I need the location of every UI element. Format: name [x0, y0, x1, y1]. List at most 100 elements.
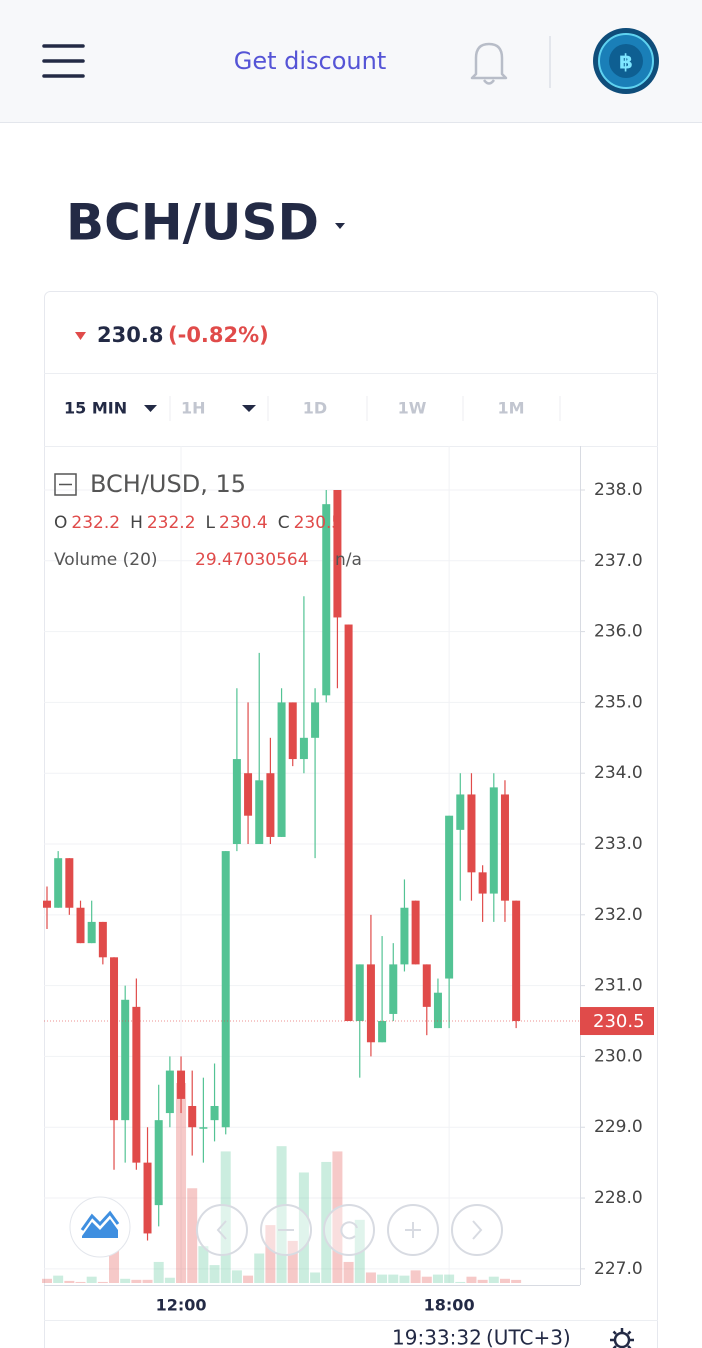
candle-body [378, 1021, 387, 1043]
volume-bar [444, 1274, 455, 1283]
candle-body [65, 858, 74, 908]
candle-body [366, 964, 375, 1043]
volume-bar [421, 1276, 432, 1283]
candle-body [299, 737, 308, 760]
x-tick-label: 18:00 [424, 1296, 475, 1315]
candle-body [355, 964, 364, 1022]
volume-legend-value: 29.47030564 [195, 550, 309, 570]
volume-bar [97, 1281, 108, 1283]
legend-key: O [54, 513, 67, 533]
candle-body [121, 999, 130, 1121]
legend-value: 230.4 [219, 513, 268, 533]
volume-ma-value: n/a [335, 550, 362, 570]
volume-legend-label: Volume (20) [54, 550, 158, 570]
candle-body [210, 1105, 219, 1121]
candle-body [177, 1070, 186, 1099]
timeframe-option[interactable]: 1H [181, 399, 206, 418]
avatar[interactable]: ฿ [593, 28, 659, 94]
y-tick-label: 231.0 [594, 976, 643, 996]
volume-bar [109, 1240, 120, 1283]
volume-bar [466, 1276, 477, 1283]
candle-body [512, 900, 521, 1022]
volume-bar [511, 1279, 522, 1283]
volume-bar [176, 1083, 187, 1283]
y-tick-label: 232.0 [594, 905, 643, 925]
volume-bar [198, 1246, 209, 1283]
y-tick-label: 234.0 [594, 763, 643, 783]
timeframe-option[interactable]: 15 MIN [64, 399, 127, 418]
volume-bar [365, 1272, 376, 1283]
volume-bar [131, 1279, 142, 1283]
legend-value: 232.2 [71, 513, 120, 533]
candle-body [456, 794, 465, 830]
volume-bar [477, 1279, 488, 1283]
volume-bar [220, 1151, 231, 1283]
volume-bar [120, 1278, 131, 1283]
collapse-legend[interactable] [54, 473, 77, 496]
candle-body [311, 702, 320, 738]
volume-bar [142, 1279, 153, 1283]
volume-bar [265, 1225, 276, 1283]
candle-body [244, 773, 253, 816]
zoom-controls [196, 1204, 503, 1256]
axes: 227.0 228.0 229.0 230.0 231.0 232.0 233.0 234.0… [44, 480, 654, 1315]
timeframe-option[interactable]: 1D [303, 399, 327, 418]
volume-bar [410, 1270, 421, 1283]
candle-body [411, 900, 420, 965]
last-price: 230.8 [97, 323, 163, 347]
volume-bar [310, 1272, 321, 1283]
y-tick-label: 238.0 [594, 480, 643, 500]
price-change: (-0.82%) [168, 323, 269, 347]
candle-series [43, 490, 521, 1241]
volume-bar [354, 1219, 365, 1283]
volume-bar [64, 1280, 75, 1283]
scroll-right-button[interactable] [451, 1204, 503, 1256]
candle-body [199, 1127, 208, 1129]
candle-body [333, 490, 342, 618]
volume-bar [388, 1274, 399, 1283]
menu-button[interactable] [42, 44, 85, 78]
candle-body [288, 702, 297, 760]
candle-body [76, 907, 85, 944]
scroll-left-button[interactable] [196, 1204, 248, 1256]
legend-value: 232.2 [147, 513, 196, 533]
legend-key: C [278, 513, 290, 533]
candle-body [489, 787, 498, 894]
pair-dropdown-caret[interactable] [335, 223, 345, 229]
y-tick-label: 233.0 [594, 834, 643, 854]
volume-bar [254, 1253, 265, 1283]
ohlc-legend: O 232.2 H 232.2 L 230.4 C 230.5 [54, 513, 342, 533]
reset-button[interactable] [323, 1204, 375, 1256]
volume-bar [231, 1270, 242, 1283]
y-tick-label: 235.0 [594, 692, 643, 712]
timezone[interactable]: (UTC+3) [486, 1326, 571, 1348]
volume-bar [164, 1277, 175, 1283]
candle-body [165, 1070, 174, 1114]
candle-body [154, 1120, 163, 1206]
notification-bell[interactable] [470, 42, 508, 85]
volume-series [42, 1083, 522, 1283]
volume-bar [86, 1276, 97, 1283]
timeframe-option[interactable]: 1M [497, 399, 524, 418]
last-price-label: 230.5 [593, 1011, 645, 1032]
candle-body [422, 964, 431, 1007]
volume-bar [298, 1172, 309, 1283]
chart-type-button[interactable] [69, 1196, 131, 1258]
svg-text:฿: ฿ [619, 50, 633, 74]
pair-title[interactable]: BCH/USD [66, 194, 319, 252]
discount-link[interactable]: Get discount [234, 47, 387, 75]
candle-body [110, 957, 119, 1121]
timeframe-option[interactable]: 1W [398, 399, 427, 418]
y-tick-label: 227.0 [594, 1259, 643, 1279]
candle-body [344, 624, 353, 1022]
volume-bar [243, 1275, 254, 1283]
series-title: BCH/USD, 15 [90, 470, 246, 498]
volume-bar [42, 1278, 52, 1283]
legend-key: H [130, 513, 143, 533]
volume-bar [377, 1274, 388, 1283]
y-tick-label: 237.0 [594, 551, 643, 571]
timeframe-caret[interactable] [242, 405, 256, 412]
header-bar [0, 0, 702, 122]
timeframe-caret[interactable] [144, 405, 157, 412]
settings-button[interactable] [610, 1328, 634, 1348]
